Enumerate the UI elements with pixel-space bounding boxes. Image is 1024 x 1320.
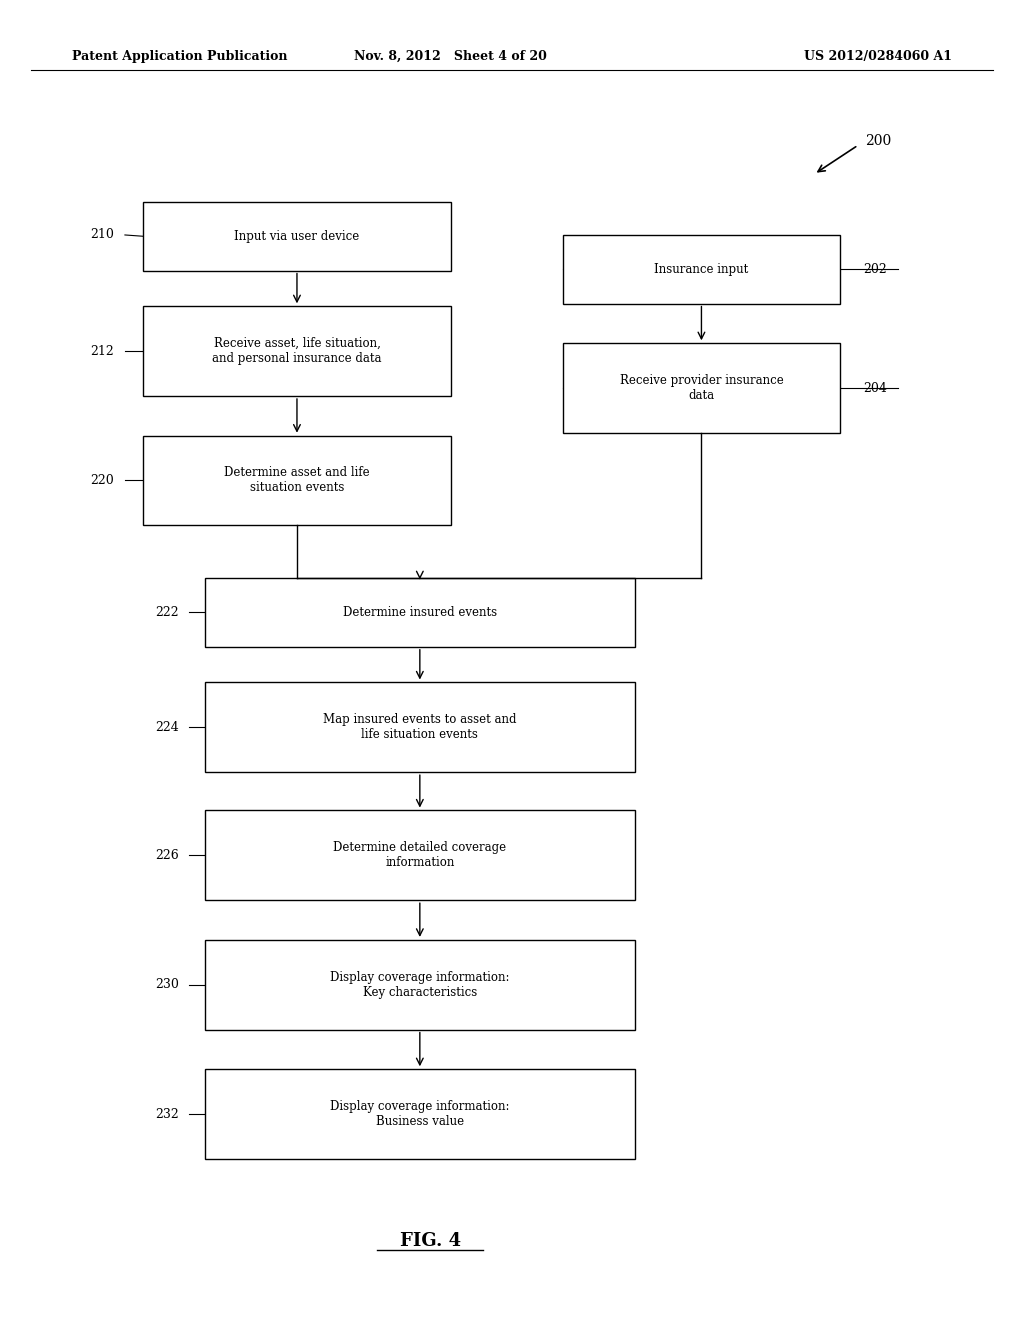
Text: Determine insured events: Determine insured events bbox=[343, 606, 497, 619]
Text: FIG. 4: FIG. 4 bbox=[399, 1232, 461, 1250]
Bar bbox=[143, 306, 451, 396]
Bar bbox=[205, 578, 635, 647]
Bar bbox=[205, 810, 635, 900]
Bar bbox=[205, 940, 635, 1030]
Text: 230: 230 bbox=[155, 978, 179, 991]
Bar bbox=[143, 436, 451, 525]
Bar bbox=[143, 202, 451, 271]
Text: Display coverage information:
Key characteristics: Display coverage information: Key charac… bbox=[330, 970, 510, 999]
Text: 212: 212 bbox=[90, 345, 115, 358]
Text: Insurance input: Insurance input bbox=[654, 263, 749, 276]
Text: 232: 232 bbox=[155, 1107, 179, 1121]
Text: 224: 224 bbox=[155, 721, 179, 734]
Text: 204: 204 bbox=[863, 381, 888, 395]
Text: Receive provider insurance
data: Receive provider insurance data bbox=[620, 374, 783, 403]
Text: Display coverage information:
Business value: Display coverage information: Business v… bbox=[330, 1100, 510, 1129]
Text: Map insured events to asset and
life situation events: Map insured events to asset and life sit… bbox=[324, 713, 516, 742]
Text: US 2012/0284060 A1: US 2012/0284060 A1 bbox=[804, 50, 952, 63]
Text: 200: 200 bbox=[865, 135, 892, 148]
Text: Input via user device: Input via user device bbox=[234, 230, 359, 243]
Text: 220: 220 bbox=[90, 474, 115, 487]
Text: Nov. 8, 2012   Sheet 4 of 20: Nov. 8, 2012 Sheet 4 of 20 bbox=[354, 50, 547, 63]
Bar bbox=[205, 1069, 635, 1159]
Text: 222: 222 bbox=[155, 606, 179, 619]
Text: Receive asset, life situation,
and personal insurance data: Receive asset, life situation, and perso… bbox=[212, 337, 382, 366]
Text: 226: 226 bbox=[155, 849, 179, 862]
Text: Determine detailed coverage
information: Determine detailed coverage information bbox=[333, 841, 507, 870]
Text: Patent Application Publication: Patent Application Publication bbox=[72, 50, 287, 63]
Bar bbox=[563, 235, 840, 304]
Bar bbox=[205, 682, 635, 772]
Text: Determine asset and life
situation events: Determine asset and life situation event… bbox=[224, 466, 370, 495]
Text: 202: 202 bbox=[863, 263, 888, 276]
Bar bbox=[563, 343, 840, 433]
Text: 210: 210 bbox=[90, 228, 115, 242]
